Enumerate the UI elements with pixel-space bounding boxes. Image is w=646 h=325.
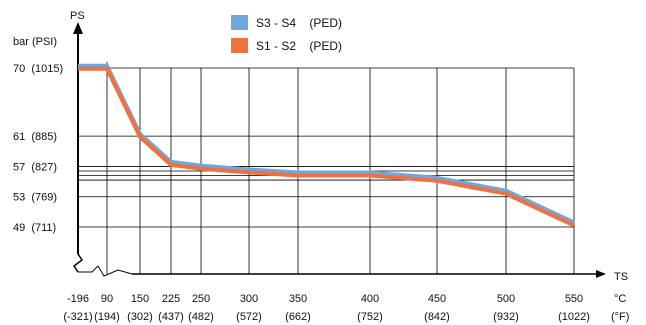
x-tick-label-c: 150: [131, 293, 149, 305]
x-tick-label-f: (662): [285, 311, 311, 323]
legend-label-s1-s2: S1 - S2 (PED): [256, 39, 342, 53]
y-tick-label: 70 (1015): [13, 63, 63, 75]
x-tick-label-c: 500: [497, 293, 515, 305]
legend-swatch-s1-s2: [231, 38, 248, 53]
x-tick-label-f: (842): [424, 311, 450, 323]
x-tick-label-c: -196: [67, 293, 89, 305]
series-line-s3-s4: [78, 63, 575, 225]
x-axis-break-mark: [78, 265, 133, 277]
x-tick-label-f: (194): [94, 311, 120, 323]
x-tick-label-c: 250: [192, 293, 210, 305]
x-tick-label-f: (482): [188, 311, 214, 323]
x-tick-label-c: 350: [289, 293, 307, 305]
y-tick-label: 53 (769): [13, 192, 57, 204]
y-axis-unit-label: bar (PSI): [13, 36, 57, 48]
y-tick-label: 57 (827): [13, 161, 57, 173]
x-tick-label-c: 450: [428, 293, 446, 305]
y-tick-label: 49 (711): [13, 222, 56, 234]
x-axis-unit-c: °C: [614, 293, 626, 305]
x-tick-label-c: 400: [361, 293, 379, 305]
x-axis-unit-f: (°F): [611, 311, 629, 323]
x-tick-label-c: 550: [565, 293, 583, 305]
x-tick-label-f: (572): [236, 311, 262, 323]
legend-swatch-s3-s4: [231, 15, 248, 30]
x-tick-label-c: 90: [101, 293, 113, 305]
legend: S3 - S4 (PED) S1 - S2 (PED): [231, 15, 342, 53]
x-tick-label-f: (437): [158, 311, 184, 323]
series-line-s1-s2: [78, 66, 575, 228]
y-tick-label: 61 (885): [13, 131, 57, 143]
y-axis-arrow-icon: [73, 22, 83, 34]
x-tick-label-f: (1022): [558, 311, 590, 323]
y-axis-title: PS: [70, 10, 85, 22]
legend-label-s3-s4: S3 - S4 (PED): [256, 16, 342, 30]
y-tick-labels: 70 (1015) 61 (885) 57 (827) 53 (769) 49 (711…: [13, 63, 63, 234]
x-axis-title: TS: [614, 271, 628, 283]
x-axis-arrow-icon: [596, 270, 606, 278]
x-tick-labels: -196 (-321) 90 (194) 150 (302) 225 (437) 250 (482…: [63, 293, 590, 323]
x-tick-label-f: (302): [127, 311, 153, 323]
y-axis-break-mark: [72, 253, 84, 273]
series-lines: [78, 63, 575, 228]
grid: [78, 62, 575, 274]
x-tick-label-f: (-321): [63, 311, 92, 323]
x-tick-label-c: 300: [240, 293, 258, 305]
x-tick-label-f: (932): [493, 311, 519, 323]
x-tick-label-c: 225: [162, 293, 180, 305]
x-tick-label-f: (752): [357, 311, 383, 323]
